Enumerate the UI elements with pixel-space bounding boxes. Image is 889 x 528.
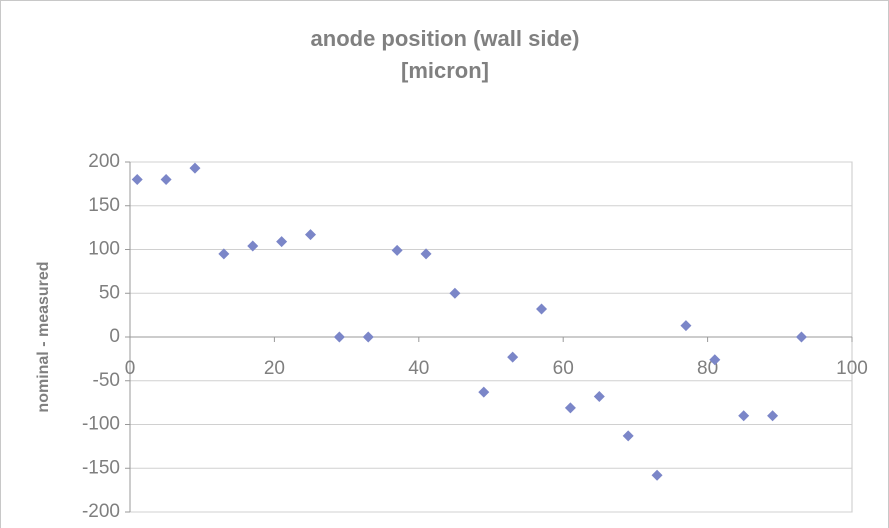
- marker: [189, 162, 201, 174]
- marker: [536, 303, 548, 315]
- x-tick-label: 100: [836, 358, 868, 379]
- marker: [131, 174, 143, 185]
- marker: [333, 331, 345, 343]
- y-tick-label: -100: [82, 414, 120, 435]
- marker: [767, 410, 779, 422]
- marker: [564, 402, 576, 414]
- marker: [218, 248, 230, 260]
- marker: [709, 354, 721, 366]
- marker: [247, 240, 259, 252]
- x-tick-label: 40: [408, 358, 429, 379]
- marker: [362, 331, 374, 343]
- x-tick-label: 20: [264, 358, 285, 379]
- marker: [622, 430, 634, 442]
- y-tick-label: 100: [88, 239, 120, 260]
- y-axis-title: nominal - measured: [35, 261, 52, 412]
- y-tick-label: -50: [93, 370, 120, 391]
- marker: [449, 287, 461, 299]
- y-tick-label: 150: [88, 195, 120, 216]
- marker: [795, 331, 807, 343]
- marker: [651, 469, 663, 481]
- y-tick-label: 200: [88, 151, 120, 172]
- marker: [276, 236, 288, 248]
- marker: [593, 391, 605, 402]
- marker: [160, 174, 172, 185]
- x-tick-label: 0: [125, 358, 136, 379]
- y-tick-label: -150: [82, 457, 120, 478]
- marker: [420, 248, 432, 260]
- marker: [391, 244, 403, 256]
- marker: [507, 351, 519, 363]
- chart-title: [micron]: [401, 58, 489, 83]
- chart-title: anode position (wall side): [311, 26, 580, 51]
- y-tick-label: 50: [99, 282, 120, 303]
- marker: [478, 386, 490, 398]
- marker: [738, 410, 750, 422]
- x-tick-label: 60: [553, 358, 574, 379]
- y-tick-label: 0: [109, 326, 120, 347]
- marker: [305, 229, 316, 241]
- marker: [680, 320, 692, 332]
- y-tick-label: -200: [82, 501, 120, 522]
